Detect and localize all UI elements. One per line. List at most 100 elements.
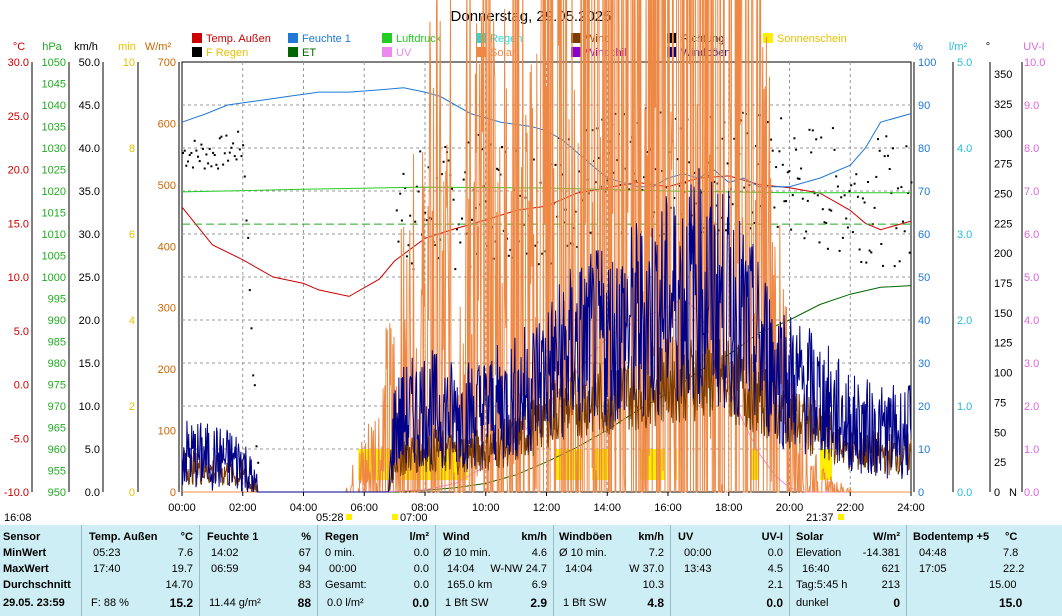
boden-r2: 22.2 [1003, 563, 1025, 575]
series-richtung-point [873, 206, 876, 209]
uv-r3: 2.1 [767, 579, 783, 591]
series-richtung-point [452, 198, 455, 201]
right-axis-tick: 5.0 [1024, 272, 1039, 284]
right-axis-tick: 75 [994, 397, 1006, 409]
series-richtung-point [395, 209, 398, 212]
left-axis-unit-hpa: hPa [42, 41, 62, 53]
series-richtung-point [242, 144, 245, 147]
series-richtung-point [741, 111, 744, 114]
series-richtung-point [830, 209, 833, 212]
series-richtung-point [208, 147, 211, 150]
series-richtung-point [887, 154, 889, 157]
series-richtung-point [725, 229, 727, 232]
solar-cur-label: dunkel [796, 597, 829, 609]
legend-swatch-f-regen [192, 47, 202, 57]
series-richtung-point [205, 153, 208, 156]
boden-unit: °C [1005, 531, 1018, 543]
series-richtung-point [851, 231, 854, 234]
series-richtung-point [865, 261, 868, 264]
left-axis-tick: 1040 [42, 100, 66, 112]
stats-col-boden: Bodentemp +5 °C 04:48 7.8 17:05 22.2 15.00 … [907, 525, 1062, 616]
series-richtung-point [243, 175, 246, 178]
left-axis-tick: 600 [158, 118, 176, 130]
right-axis-tick: 60 [918, 229, 930, 241]
series-richtung-point [800, 167, 803, 170]
solar-current: 0 [893, 596, 900, 610]
series-richtung-point [217, 167, 220, 170]
series-richtung-point [753, 222, 756, 224]
boeen-r2: W 37.0 [629, 563, 664, 575]
stats-date: 29.05. 23:59 [3, 597, 65, 609]
left-axis-tick: 0.0 [85, 487, 100, 499]
feuchte-cur-label: 11.44 g/m² [209, 597, 261, 609]
x-axis-tick: 08:00 [411, 502, 439, 514]
temp-max-time: 17:40 [93, 563, 121, 575]
series-richtung-point [257, 461, 260, 464]
left-axis-unit-min: min [118, 41, 136, 53]
wind-r1-label: Ø 10 min. [443, 547, 491, 559]
right-axis-tick: 0 [918, 487, 924, 499]
series-richtung-point [833, 148, 836, 151]
boeen-cur-label: 1 Bft SW [563, 597, 607, 609]
series-richtung-point [902, 220, 904, 223]
series-richtung-point [519, 194, 522, 197]
series-richtung-point [836, 185, 839, 188]
series-richtung-point [537, 263, 540, 266]
left-axis-unit-w-m: W/m² [145, 41, 172, 53]
series-richtung-point [821, 208, 824, 211]
series-richtung-point [898, 260, 901, 263]
series-richtung-point [726, 162, 729, 165]
series-richtung-point [190, 152, 193, 154]
series-richtung-point [770, 138, 773, 141]
series-richtung-point [233, 155, 236, 158]
series-richtung-point [414, 220, 417, 223]
series-richtung-point [253, 384, 256, 387]
series-richtung-point [751, 211, 754, 214]
left-axis-tick: 30.0 [79, 229, 100, 241]
series-richtung-point [183, 149, 186, 152]
left-axis-tick: 965 [48, 423, 66, 435]
right-axis-unit-uv-i: UV-I [1023, 41, 1044, 53]
series-richtung-point [826, 247, 829, 250]
series-richtung-point [908, 251, 911, 254]
regen-r2: 0.0 [413, 563, 429, 575]
series-richtung-point [577, 170, 580, 173]
left-axis-tick: 1050 [42, 57, 66, 69]
series-richtung-point [731, 203, 734, 206]
boden-r1-time: 04:48 [919, 547, 947, 559]
series-richtung-point [820, 136, 823, 139]
left-axis-tick: 8 [129, 143, 135, 155]
left-axis-tick: 995 [48, 294, 66, 306]
left-axis-tick: 20.0 [8, 165, 29, 177]
series-richtung-point [427, 166, 430, 169]
series-richtung-point [202, 147, 204, 150]
series-richtung-point [878, 149, 881, 152]
series-richtung-point [803, 237, 806, 240]
feuchte-header: Feuchte 1 [207, 531, 259, 543]
left-axis-tick: 45.0 [79, 100, 100, 112]
series-richtung-point [425, 219, 428, 222]
series-richtung-point [848, 190, 851, 193]
uv-r1-time: 00:00 [684, 547, 712, 559]
series-richtung-point [247, 236, 250, 239]
series-richtung-point [589, 231, 592, 234]
series-richtung-point [743, 186, 746, 189]
series-richtung-point [882, 264, 884, 267]
temp-unit: °C [180, 531, 193, 543]
wind-r3: 6.9 [531, 579, 547, 591]
series-feuchte-1 [181, 87, 912, 188]
series-richtung-point [451, 187, 453, 190]
right-axis-tick: 8.0 [1024, 143, 1039, 155]
series-richtung-point [861, 197, 864, 200]
right-axis-tick: 20 [918, 401, 930, 413]
feuchte-unit: % [301, 531, 311, 543]
wind-current: 2.9 [530, 596, 547, 610]
x-axis-tick: 04:00 [290, 502, 318, 514]
stats-col-temp: Temp. Außen °C 05:23 7.6 17:40 19.7 14.70 F… [82, 525, 200, 616]
right-axis-tick: 90 [918, 100, 930, 112]
legend-swatch-sonnenschein [763, 33, 773, 43]
left-axis-tick: 1020 [42, 186, 66, 198]
series-richtung-point [235, 158, 238, 161]
series-richtung-point [397, 240, 400, 243]
series-richtung-point [815, 138, 818, 141]
